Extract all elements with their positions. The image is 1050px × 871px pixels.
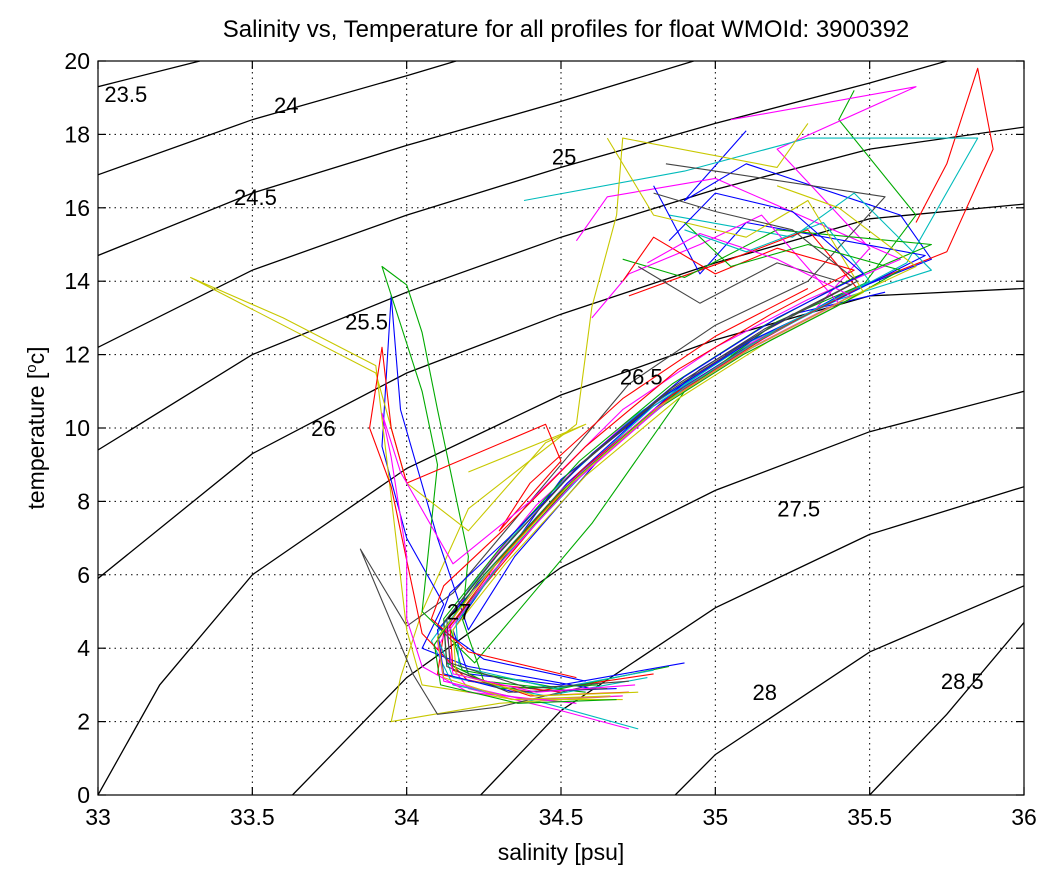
y-tick-label: 16 [64,195,90,221]
profile-line-18 [443,262,852,693]
contour-label-26: 26 [311,416,335,441]
profile-line-12 [381,177,902,704]
y-tick-label: 18 [64,121,90,147]
contour-label-24: 24 [274,93,298,118]
profile-lines [190,67,994,730]
density-contour-24 [98,61,457,176]
contour-label-28: 28 [752,680,776,705]
density-contour-25 [98,61,947,348]
profile-line-26 [436,185,917,701]
profile-line-22 [430,236,855,679]
x-axis-label: salinity [psu] [498,839,625,865]
density-contour-27.5 [480,486,1024,795]
profile-line-25 [446,192,858,690]
contour-label-28.5: 28.5 [941,669,984,694]
profile-line-2 [436,67,994,693]
y-tick-label: 6 [77,562,90,588]
contour-label-25.5: 25.5 [345,310,388,335]
density-contour-24.5 [98,61,694,257]
y-tick-label: 8 [77,488,90,514]
profile-line-6 [390,123,809,723]
x-tick-label: 36 [1011,804,1037,830]
profile-line-15 [449,229,858,697]
profile-line-24 [446,232,852,693]
y-axis-label-main: temperature [ [23,372,49,509]
profile-line-23 [433,222,902,704]
y-axis-label-superscript: o [23,364,40,372]
x-tick-label: 33 [85,804,111,830]
profile-line-5 [430,137,979,730]
contour-labels: 23.5 24 24.5 25 25.5 26 26.5 27 27.5 28 28.5 [104,82,983,705]
y-tick-label: 0 [77,782,90,808]
density-contours [98,61,1024,795]
y-tick-label: 10 [64,415,90,441]
contour-label-26.5: 26.5 [620,365,663,390]
x-tick-label: 35 [703,804,729,830]
x-tick-label: 33.5 [230,804,275,830]
y-tick-label: 14 [64,268,90,294]
x-tick-label: 34.5 [539,804,584,830]
density-contour-27 [292,390,1024,795]
x-tick-label: 34 [394,804,420,830]
y-tick-label: 2 [77,709,90,735]
contour-label-27: 27 [447,600,471,625]
x-tick-label: 35.5 [847,804,892,830]
profile-line-17 [436,214,840,701]
density-contour-23.5 [98,61,201,88]
contour-label-23.5: 23.5 [104,82,147,107]
y-tick-label: 20 [64,48,90,74]
y-axis-label-end: c] [23,346,49,364]
profile-line-19 [452,137,865,697]
profile-line-13 [436,192,932,697]
y-tick-label: 4 [77,635,90,661]
density-contour-26.5 [98,287,1024,795]
y-tick-label: 12 [64,342,90,368]
chart-title: Salinity vs, Temperature for all profile… [223,16,910,43]
contour-label-25: 25 [552,144,576,169]
contour-label-27.5: 27.5 [777,497,820,522]
profile-line-4 [436,86,917,730]
density-contour-26 [98,203,1024,580]
contour-label-24.5: 24.5 [234,185,277,210]
y-axis-label: temperature [oc] [23,346,49,509]
profile-line-10 [190,276,623,701]
density-contour-28 [674,585,1024,795]
density-contour-25.5 [98,126,1024,451]
profile-line-1 [452,130,932,686]
density-contour-28.5 [869,622,1024,795]
